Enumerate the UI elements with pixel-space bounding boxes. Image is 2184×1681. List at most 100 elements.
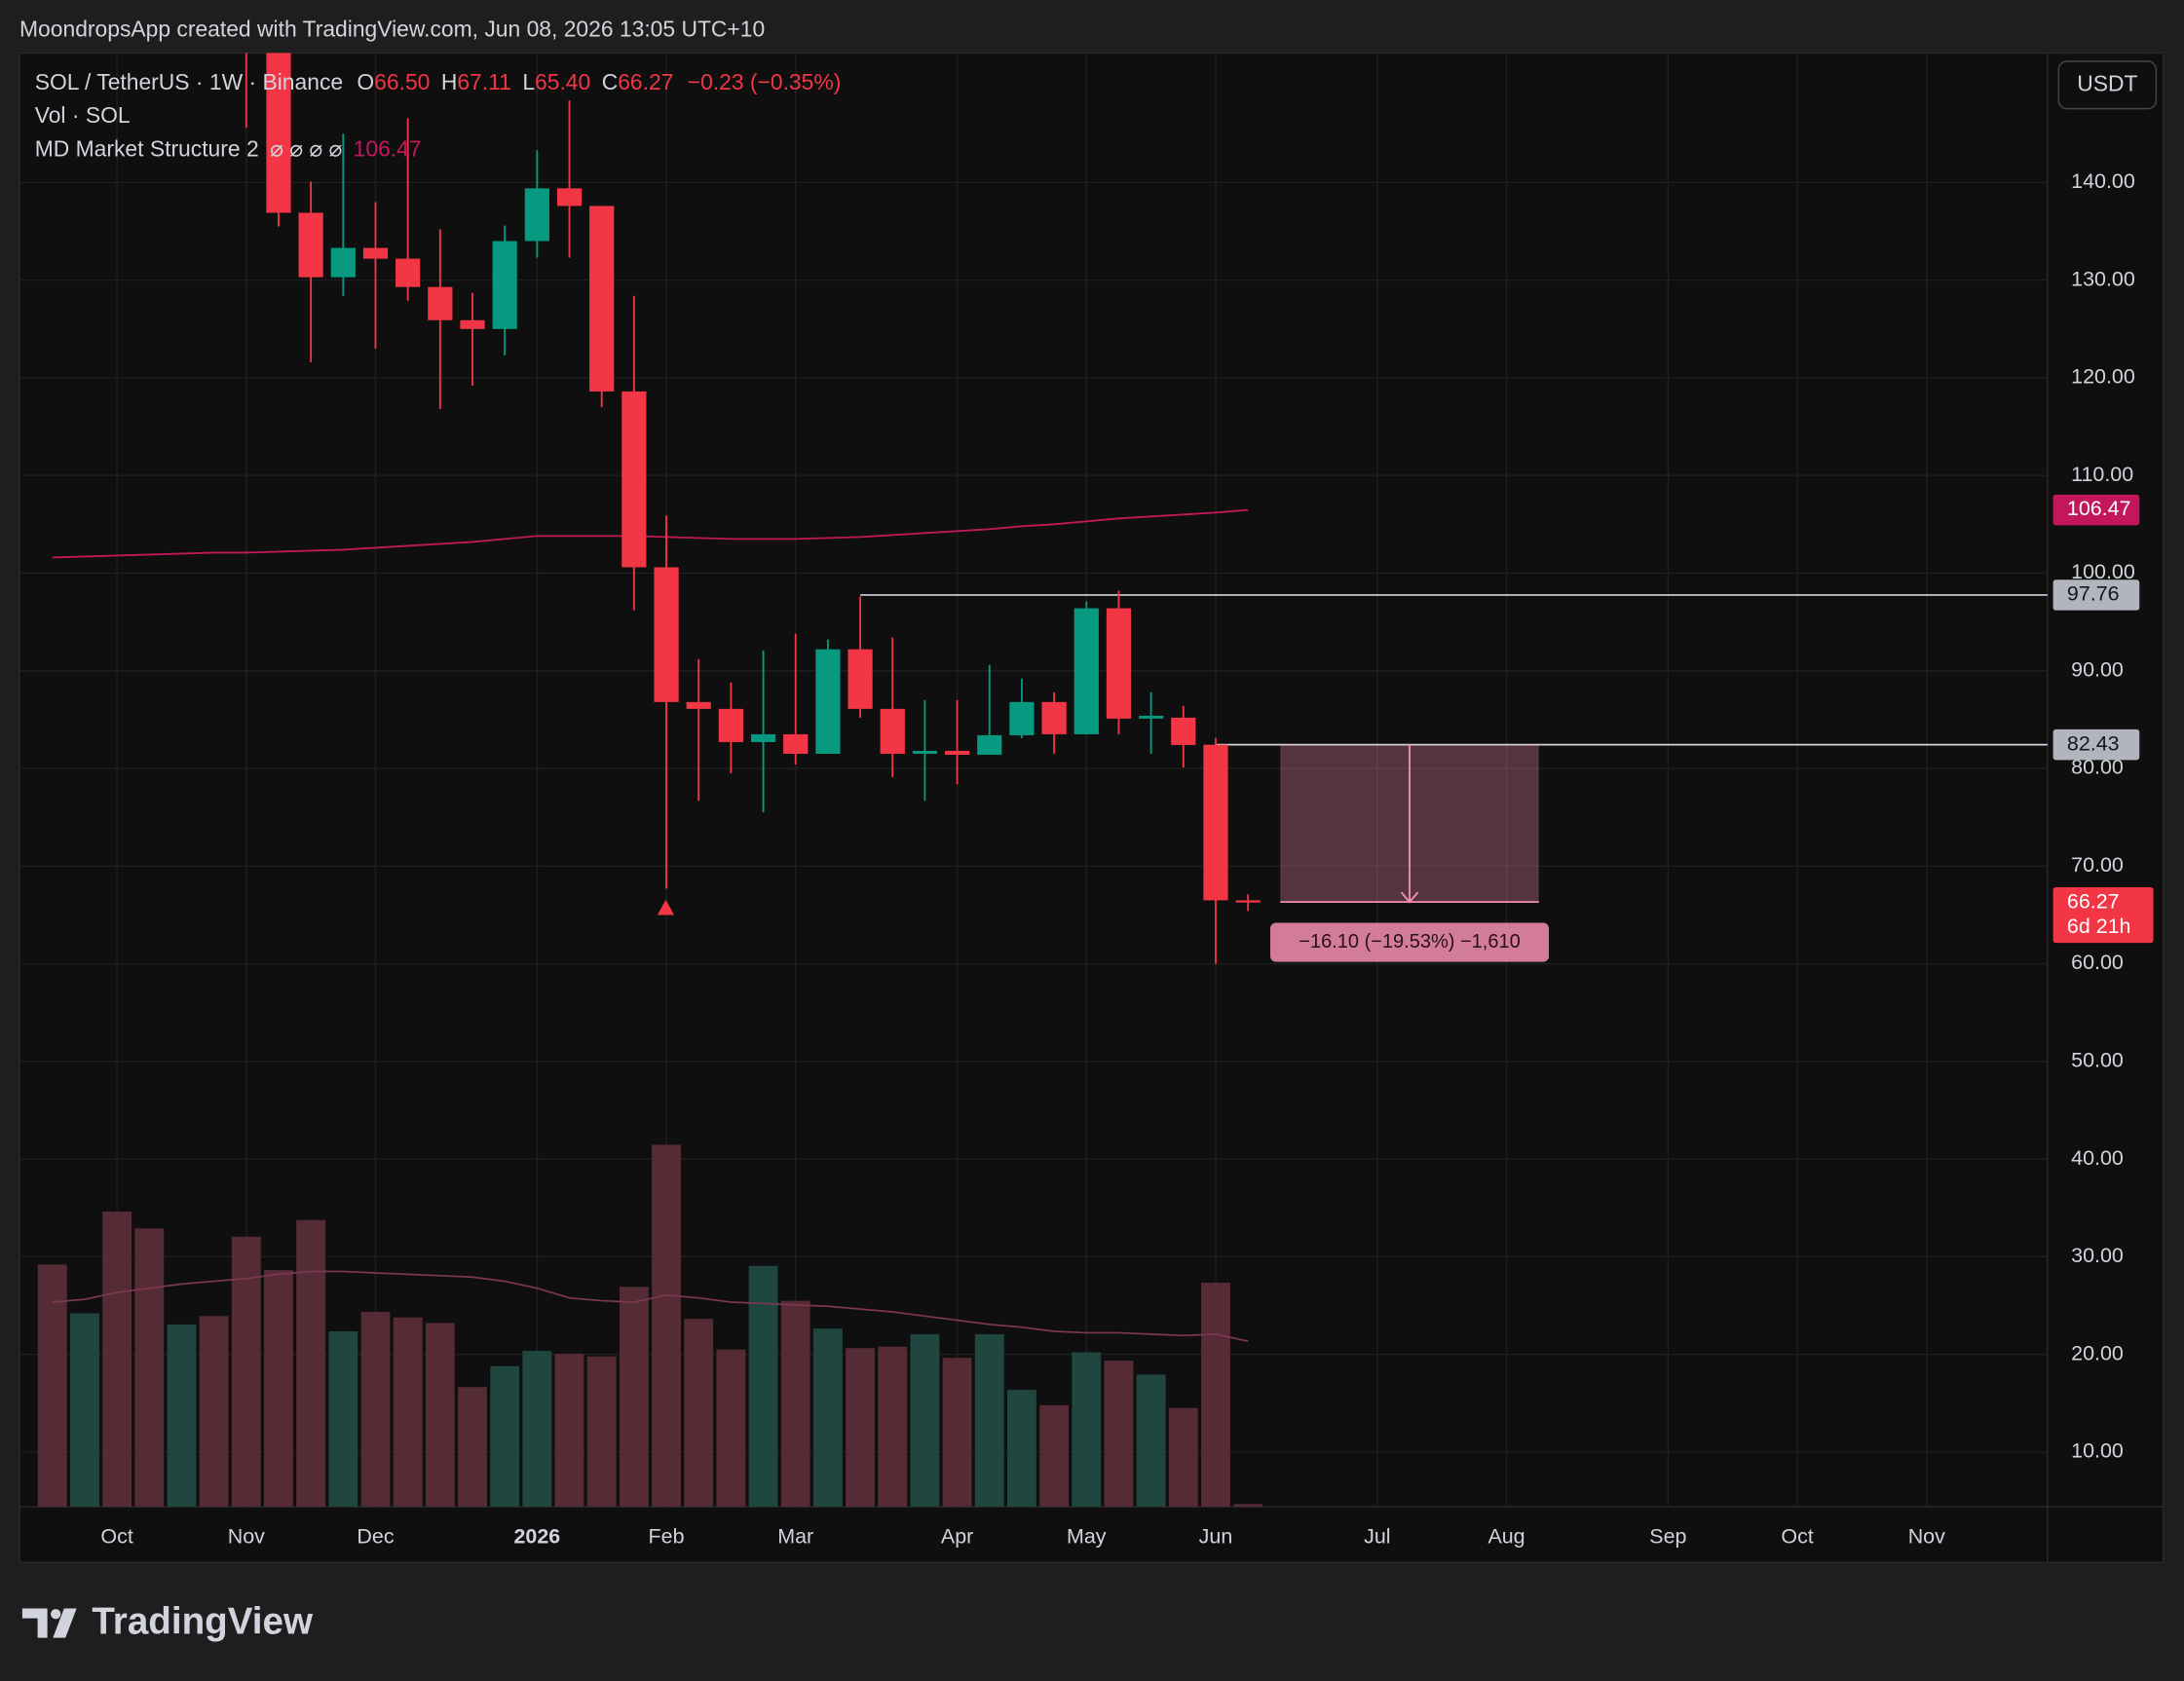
- legend-value: 65.40: [535, 69, 590, 94]
- price-label-box: [2052, 886, 2154, 944]
- x-tick-label: Oct: [1781, 1524, 1813, 1548]
- legend-volume: Vol · SOL: [35, 102, 131, 128]
- volume-bar: [70, 1313, 99, 1508]
- candle-body: [1041, 701, 1067, 734]
- volume-bar: [1201, 1282, 1230, 1508]
- candle-body: [556, 188, 583, 206]
- currency-button[interactable]: [2057, 60, 2158, 110]
- volume-bar: [1007, 1390, 1036, 1508]
- candle-body: [654, 567, 679, 702]
- measure-label: −16.10 (−19.53%) −1,610: [1299, 931, 1520, 953]
- legend-indicator-value: 106.47: [354, 136, 422, 162]
- y-tick-label: 60.00: [2071, 951, 2124, 974]
- y-tick-label: 90.00: [2071, 657, 2124, 681]
- volume-bar: [490, 1365, 520, 1508]
- candle-body: [395, 258, 421, 287]
- y-tick-label: 30.00: [2071, 1244, 2124, 1267]
- candle-body: [944, 750, 970, 755]
- legend-change: −0.23 (−0.35%): [688, 69, 842, 94]
- price-label-box: [2052, 494, 2140, 526]
- volume-bar: [684, 1319, 714, 1508]
- candle-body: [1009, 701, 1035, 735]
- candle-body: [880, 708, 905, 754]
- price-label: 97.76: [2067, 582, 2120, 606]
- candle-body: [1139, 715, 1164, 719]
- y-tick-label: 140.00: [2071, 169, 2135, 193]
- y-tick-label: 50.00: [2071, 1048, 2124, 1071]
- price-label-box: [2052, 579, 2140, 611]
- caption: MoondropsApp created with TradingView.co…: [19, 17, 765, 42]
- currency-button-label[interactable]: USDT: [2077, 70, 2137, 95]
- x-tick-label: Apr: [941, 1524, 973, 1548]
- candle-body: [330, 247, 356, 278]
- price-label: 82.43: [2067, 731, 2120, 755]
- legend-indicator-name: MD Market Structure 2: [35, 136, 259, 162]
- x-tick-label: 2026: [513, 1524, 560, 1548]
- candle-body: [492, 241, 517, 329]
- candle-body: [1171, 717, 1196, 745]
- candle-body: [977, 734, 1002, 755]
- volume-bar: [1072, 1352, 1102, 1508]
- volume-bar: [360, 1312, 391, 1508]
- x-tick-label: Jun: [1199, 1524, 1233, 1548]
- price-pane: [52, 53, 2048, 964]
- volume-bar: [1233, 1504, 1263, 1508]
- volume-bar: [231, 1236, 261, 1508]
- volume-bar: [264, 1270, 293, 1508]
- legend-value: 66.27: [618, 69, 673, 94]
- ma-line: [52, 508, 1249, 559]
- candle-body: [783, 733, 809, 754]
- y-tick-label: 110.00: [2071, 463, 2133, 486]
- x-tick-label: Feb: [649, 1524, 685, 1548]
- candle-body: [1203, 744, 1228, 901]
- legend-symbol: SOL / TetherUS · 1W · Binance: [35, 69, 343, 94]
- candle-body: [298, 212, 323, 278]
- y-tick-label: 10.00: [2071, 1439, 2124, 1463]
- y-tick-label: 70.00: [2071, 853, 2124, 877]
- candle-body: [524, 188, 549, 242]
- legend-params: ⌀ ⌀ ⌀ ⌀: [270, 136, 342, 162]
- legend-value: 66.50: [374, 69, 430, 94]
- volume-bar: [522, 1351, 552, 1508]
- candle-body: [362, 247, 389, 259]
- candle-body: [847, 649, 873, 709]
- candle-body: [589, 205, 615, 392]
- volume-bar: [619, 1287, 649, 1508]
- candle-body: [428, 286, 453, 320]
- legend-key: O: [357, 69, 374, 94]
- candle-body: [1106, 608, 1132, 719]
- volume-bar: [878, 1346, 908, 1508]
- candle-body: [1235, 900, 1261, 903]
- candle-body: [815, 649, 841, 754]
- y-tick-label: 40.00: [2071, 1146, 2124, 1170]
- candle-body: [718, 708, 743, 742]
- candle-body: [1073, 608, 1099, 734]
- volume-pane: [37, 1144, 1263, 1508]
- y-tick-label: 20.00: [2071, 1341, 2124, 1364]
- legend-key: L: [522, 69, 535, 94]
- volume-bar: [37, 1264, 67, 1508]
- x-tick-label: Mar: [777, 1524, 813, 1548]
- price-label: 66.27: [2067, 889, 2120, 913]
- volume-bar: [296, 1219, 326, 1508]
- volume-bar: [1104, 1361, 1134, 1508]
- candle-body: [460, 319, 485, 329]
- x-tick-label: Jul: [1364, 1524, 1390, 1548]
- volume-bar: [328, 1331, 358, 1508]
- legend-main: SOL / TetherUS · 1W · Binance O66.50 H67.1…: [35, 69, 842, 94]
- price-labels: −16.10 (−19.53%) −1,610 106.47 97.76 82.43 6…: [1270, 494, 2154, 962]
- price-label-box: [2052, 728, 2140, 761]
- volume-bar: [716, 1349, 746, 1508]
- volume-bar: [652, 1144, 681, 1508]
- volume-bar: [1168, 1407, 1198, 1508]
- volume-bar: [102, 1212, 132, 1508]
- volume-bar: [167, 1324, 197, 1508]
- x-tick-label: Nov: [1908, 1524, 1945, 1548]
- grid: [19, 53, 2048, 1508]
- x-tick-label: Nov: [228, 1524, 265, 1548]
- volume-ma-line: [52, 1270, 1249, 1342]
- chart-frame: [19, 52, 2165, 1564]
- countdown-label: 6d 21h: [2067, 915, 2131, 938]
- y-tick-label: 120.00: [2071, 365, 2135, 389]
